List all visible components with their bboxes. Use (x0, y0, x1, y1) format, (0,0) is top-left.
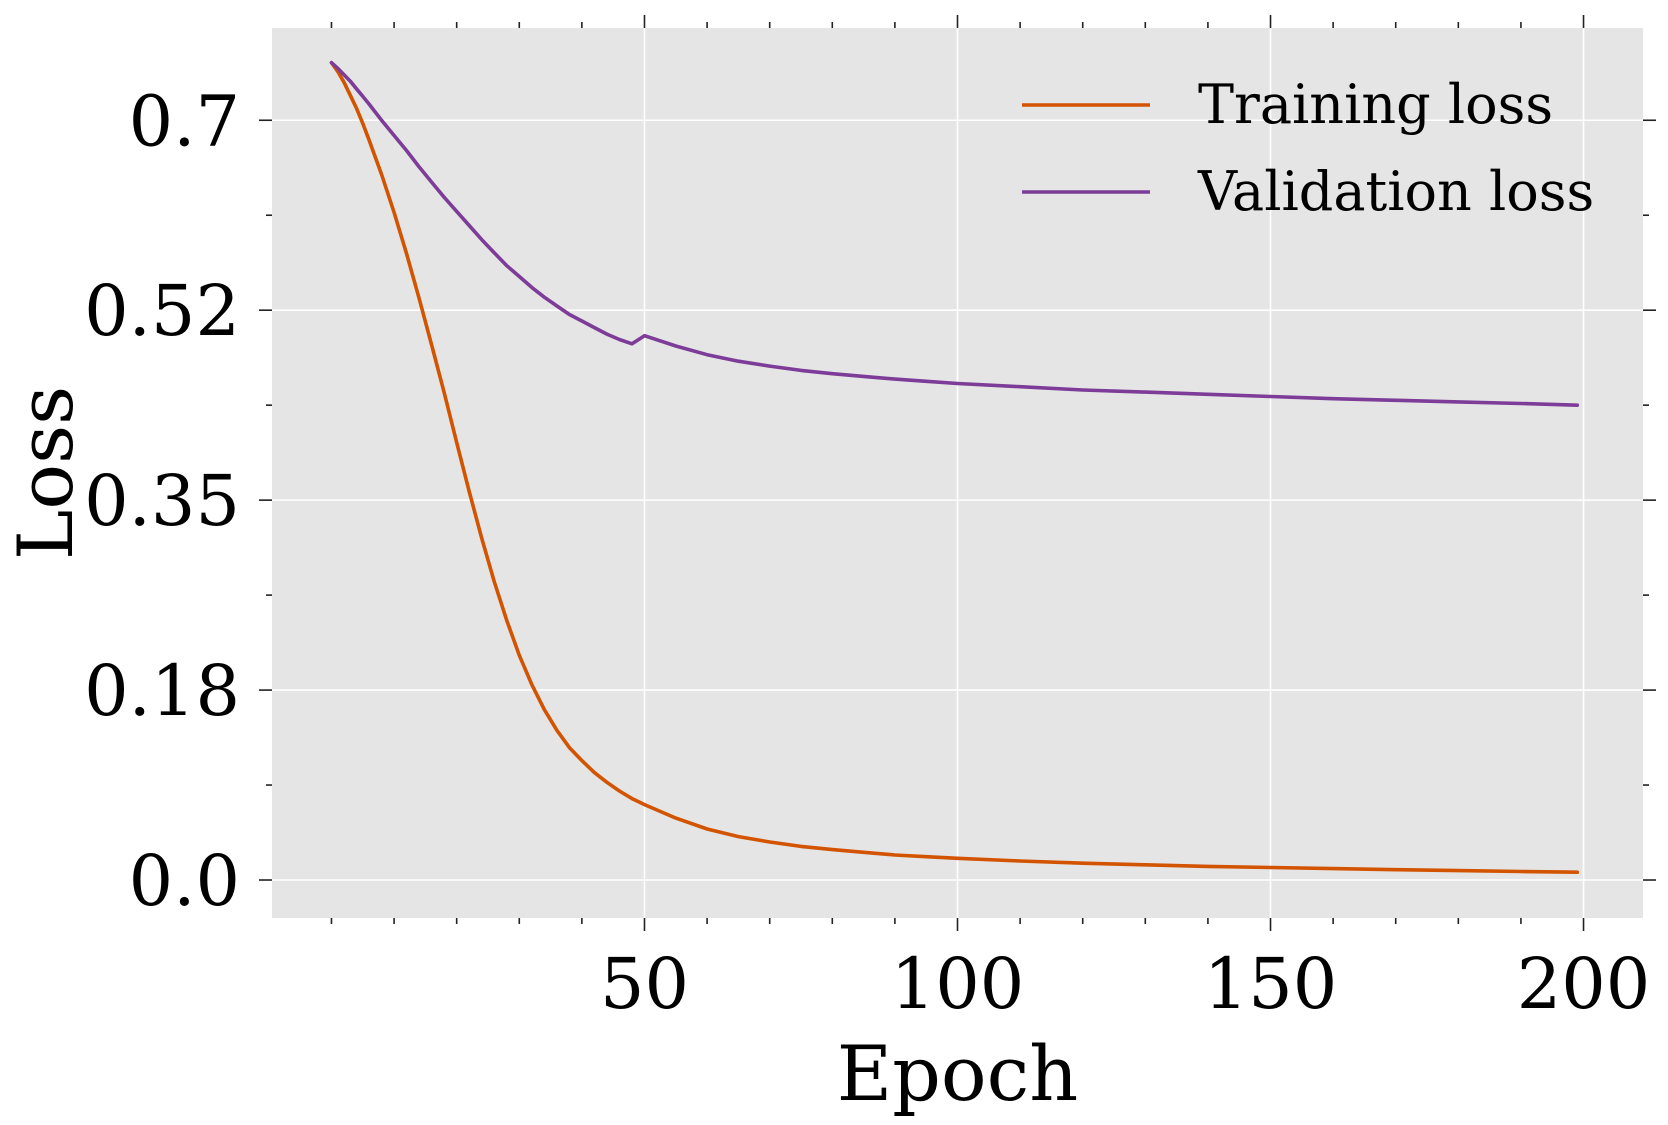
tick-labels: 50 100 150 200 0.0 0.18 0.35 0.52 0.7 (84, 80, 1650, 1025)
series-line-training (329, 60, 1580, 874)
y-tick-label: 0.52 (84, 270, 240, 352)
y-tick-label: 0.35 (84, 460, 240, 542)
x-tick-label: 150 (1204, 943, 1338, 1025)
gridlines (272, 28, 1643, 918)
series-lines (329, 60, 1580, 874)
x-axis-title: Epoch (837, 1029, 1078, 1118)
y-tick-label: 0.18 (84, 650, 240, 732)
legend: Training loss Validation loss (1022, 73, 1594, 223)
x-tick-label: 100 (891, 943, 1025, 1025)
legend-label-training: Training loss (1198, 73, 1553, 136)
y-tick-label: 0.7 (129, 80, 240, 162)
series-line-validation (329, 60, 1580, 407)
x-tick-label: 200 (1517, 943, 1651, 1025)
x-tick-label: 50 (600, 943, 689, 1025)
tick-marks (259, 15, 1656, 931)
legend-label-validation: Validation loss (1197, 160, 1594, 223)
y-tick-label: 0.0 (129, 840, 240, 922)
y-axis-title: Loss (1, 386, 90, 560)
